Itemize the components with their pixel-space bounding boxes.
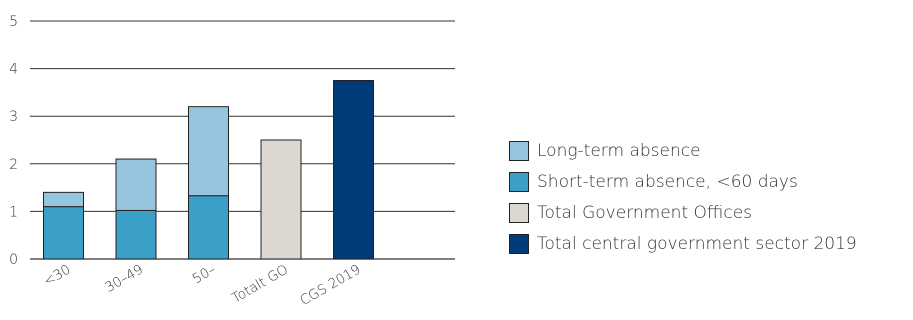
x-axis-tick-labels: <30 30–49 50– Totalt GO CGS 2019 xyxy=(41,261,364,309)
y-tick-label: 5 xyxy=(9,14,18,30)
legend: Long-term absence Short-term absence, <6… xyxy=(509,135,913,259)
bar-segment xyxy=(333,80,374,260)
x-tick-label: 50– xyxy=(190,261,219,287)
legend-swatch xyxy=(509,202,529,223)
legend-swatch xyxy=(509,171,529,192)
x-tick-label: Totalt GO xyxy=(229,262,291,307)
bar-segment xyxy=(115,209,157,260)
legend-label: Total Government Offices xyxy=(537,202,753,223)
y-tick-label: 1 xyxy=(9,204,18,220)
legend-label: Total central government sector 2019 xyxy=(537,233,857,254)
bars xyxy=(43,80,374,260)
legend-swatch xyxy=(509,140,529,161)
y-tick-label: 3 xyxy=(9,109,18,125)
legend-item-long-term: Long-term absence xyxy=(509,135,913,166)
grid-lines xyxy=(30,20,455,260)
y-tick-label: 4 xyxy=(9,62,18,78)
legend-item-total-cgs: Total central government sector 2019 xyxy=(509,228,913,259)
y-tick-label: 0 xyxy=(9,252,18,268)
bar-segment xyxy=(188,195,229,260)
x-tick-label: 30–49 xyxy=(102,262,146,296)
bar-segment xyxy=(43,206,84,260)
x-tick-label: CGS 2019 xyxy=(297,262,363,309)
bar-segment xyxy=(188,106,229,197)
bar-segment xyxy=(43,191,84,208)
y-tick-label: 2 xyxy=(9,157,18,173)
legend-label: Short-term absence, <60 days xyxy=(537,171,798,192)
legend-label: Long-term absence xyxy=(537,140,701,161)
y-axis-tick-labels: 0 1 2 3 4 5 xyxy=(9,14,18,268)
legend-swatch xyxy=(509,233,529,254)
legend-item-total-go: Total Government Offices xyxy=(509,197,913,228)
legend-item-short-term: Short-term absence, <60 days xyxy=(509,166,913,197)
bar-segment xyxy=(260,139,302,260)
x-tick-label: <30 xyxy=(41,262,74,290)
bar-segment xyxy=(115,158,157,211)
